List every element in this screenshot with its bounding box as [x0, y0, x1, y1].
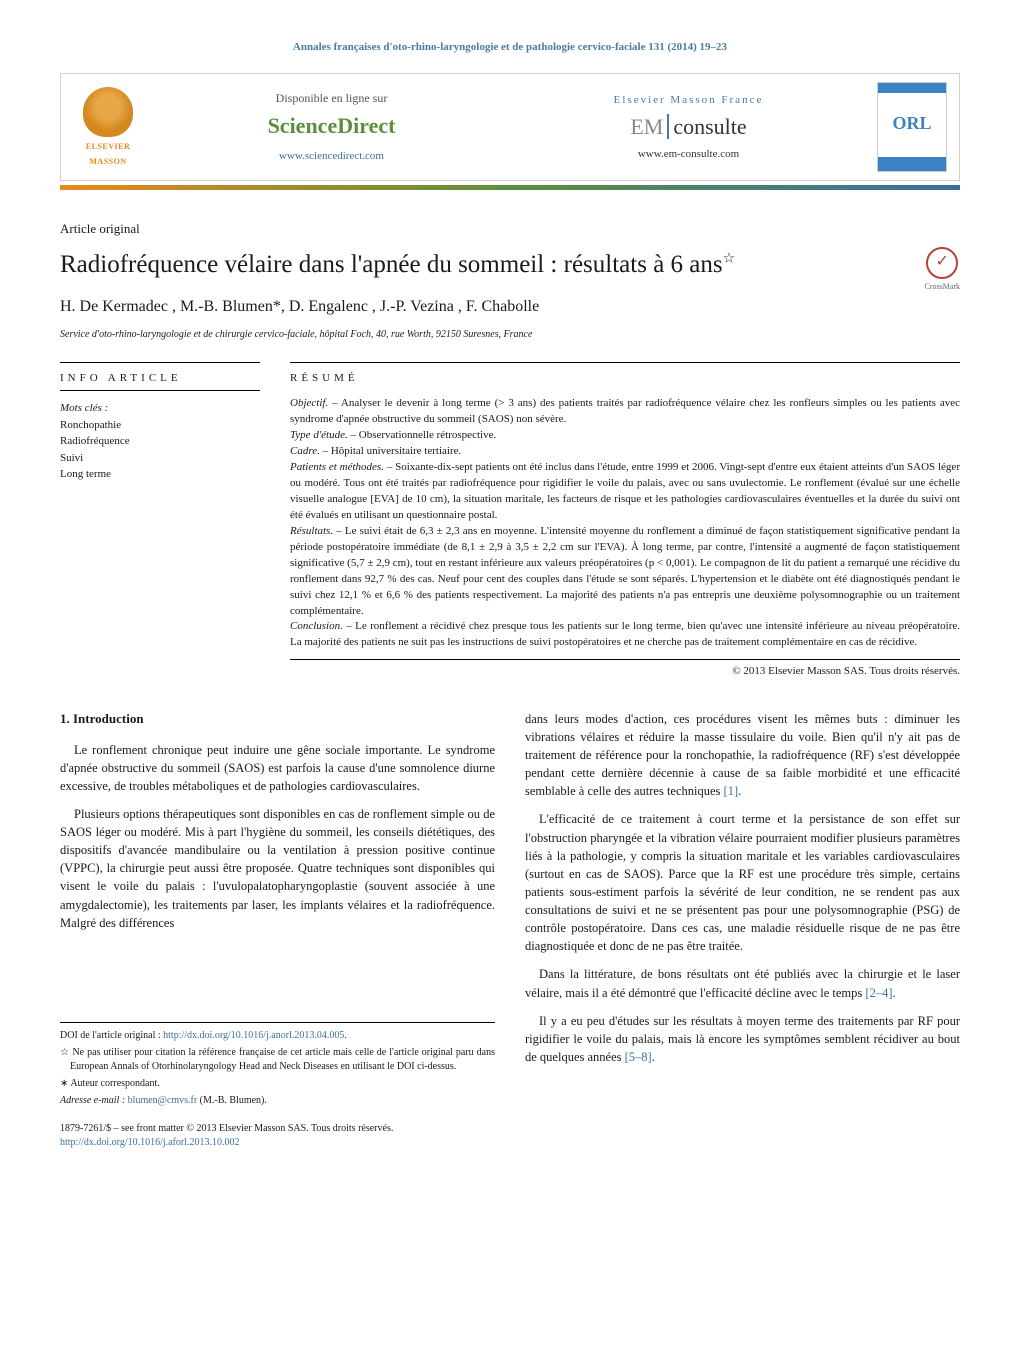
type-etude-label: Type d'étude. –	[290, 429, 356, 441]
abstract-column: RÉSUMÉ Objectif. – Analyser le devenir à…	[290, 362, 960, 680]
star-footnote: ☆ Ne pas utiliser pour citation la référ…	[60, 1046, 495, 1074]
copyright-line: © 2013 Elsevier Masson SAS. Tous droits …	[290, 664, 960, 679]
doi-label: DOI de l'article original :	[60, 1030, 163, 1041]
email-footnote: Adresse e-mail : blumen@cmvs.fr (M.-B. B…	[60, 1094, 495, 1108]
masson-label: MASSON	[89, 156, 126, 167]
paragraph: dans leurs modes d'action, ces procédure…	[525, 710, 960, 801]
objectif-label: Objectif. –	[290, 397, 338, 409]
available-online-label: Disponible en ligne sur	[163, 90, 500, 107]
citation-link[interactable]: [2–4]	[865, 986, 892, 1000]
sciencedirect-block: Disponible en ligne sur ScienceDirect ww…	[163, 90, 500, 164]
article-title: Radiofréquence vélaire dans l'apnée du s…	[60, 247, 904, 282]
email-link[interactable]: blumen@cmvs.fr	[128, 1095, 197, 1106]
citation-link[interactable]: [1]	[724, 784, 739, 798]
resume-header: RÉSUMÉ	[290, 362, 960, 390]
paragraph: Il y a eu peu d'études sur les résultats…	[525, 1012, 960, 1066]
elsevier-masson-france-label: Elsevier Masson France	[520, 93, 857, 108]
sciencedirect-link[interactable]: www.sciencedirect.com	[279, 150, 384, 162]
consulte-text: consulte	[673, 114, 746, 139]
journal-cover: ORL	[877, 82, 947, 172]
resultats-label: Résultats. –	[290, 525, 342, 537]
article-info-column: INFO ARTICLE Mots clés : Ronchopathie Ra…	[60, 362, 260, 680]
introduction-header: 1. Introduction	[60, 710, 495, 729]
gradient-divider	[60, 185, 960, 190]
body-left-column: 1. Introduction Le ronflement chronique …	[60, 710, 495, 1151]
article-type: Article original	[60, 220, 960, 238]
keyword-item: Long terme	[60, 467, 260, 482]
objectif-text: Analyser le devenir à long terme (> 3 an…	[290, 397, 960, 425]
sciencedirect-logo: ScienceDirect	[163, 111, 500, 142]
journal-reference: Annales françaises d'oto-rhino-laryngolo…	[60, 40, 960, 55]
email-label: Adresse e-mail :	[60, 1095, 128, 1106]
resultats-text: Le suivi était de 6,3 ± 2,3 ans en moyen…	[290, 525, 960, 617]
paragraph: L'efficacité de ce traitement à court te…	[525, 810, 960, 955]
corresponding-author-footnote: ∗ Auteur correspondant.	[60, 1077, 495, 1091]
affiliation: Service d'oto-rhino-laryngologie et de c…	[60, 328, 960, 342]
emconsulte-logo: EM consulte	[520, 112, 857, 143]
doi-link[interactable]: http://dx.doi.org/10.1016/j.anorl.2013.0…	[163, 1030, 344, 1041]
citation-link[interactable]: [5–8]	[625, 1050, 652, 1064]
author-list: H. De Kermadec , M.-B. Blumen*, D. Engal…	[60, 296, 960, 318]
type-etude-text: Observationnelle rétrospective.	[356, 429, 496, 441]
publisher-banner: ELSEVIER MASSON Disponible en ligne sur …	[60, 73, 960, 181]
crossmark-badge[interactable]: ✓ CrossMark	[924, 247, 960, 292]
emconsulte-link[interactable]: www.em-consulte.com	[520, 147, 857, 162]
elsevier-label: ELSEVIER	[86, 141, 130, 152]
patients-label: Patients et méthodes. –	[290, 461, 392, 473]
elsevier-tree-icon	[83, 87, 133, 137]
keyword-item: Ronchopathie	[60, 418, 260, 433]
emconsulte-block: Elsevier Masson France EM consulte www.em…	[520, 93, 857, 163]
info-article-header: INFO ARTICLE	[60, 362, 260, 391]
abstract-body: Objectif. – Analyser le devenir à long t…	[290, 396, 960, 660]
keywords-list: Ronchopathie Radiofréquence Suivi Long t…	[60, 418, 260, 483]
conclusion-label: Conclusion. –	[290, 620, 352, 632]
star-footnote-text: Ne pas utiliser pour citation la référen…	[69, 1047, 495, 1072]
footnotes-block: DOI de l'article original : http://dx.do…	[60, 1022, 495, 1108]
doi-footnote: DOI de l'article original : http://dx.do…	[60, 1029, 495, 1043]
crossmark-label: CrossMark	[924, 281, 960, 292]
article-body: 1. Introduction Le ronflement chronique …	[60, 710, 960, 1151]
front-matter-line: 1879-7261/$ – see front matter © 2013 El…	[60, 1122, 495, 1151]
article-doi-link[interactable]: http://dx.doi.org/10.1016/j.aforl.2013.1…	[60, 1137, 240, 1148]
keywords-label: Mots clés :	[60, 401, 260, 416]
em-text: EM	[630, 114, 663, 139]
conclusion-text: Le ronflement a récidivé chez presque to…	[290, 620, 960, 648]
title-text: Radiofréquence vélaire dans l'apnée du s…	[60, 251, 723, 278]
cadre-label: Cadre. –	[290, 445, 328, 457]
body-right-column: dans leurs modes d'action, ces procédure…	[525, 710, 960, 1151]
journal-cover-text: ORL	[878, 111, 946, 136]
email-suffix: (M.-B. Blumen).	[197, 1095, 267, 1106]
issn-copyright: 1879-7261/$ – see front matter © 2013 El…	[60, 1122, 495, 1137]
keyword-item: Suivi	[60, 451, 260, 466]
elsevier-logo-block: ELSEVIER MASSON	[73, 82, 143, 172]
title-footnote-star: ☆	[723, 251, 736, 266]
paragraph: Dans la littérature, de bons résultats o…	[525, 965, 960, 1001]
paragraph: Plusieurs options thérapeutiques sont di…	[60, 805, 495, 932]
keyword-item: Radiofréquence	[60, 434, 260, 449]
crossmark-icon: ✓	[926, 247, 958, 279]
paragraph: Le ronflement chronique peut induire une…	[60, 741, 495, 795]
cadre-text: Hôpital universitaire tertiaire.	[328, 445, 461, 457]
